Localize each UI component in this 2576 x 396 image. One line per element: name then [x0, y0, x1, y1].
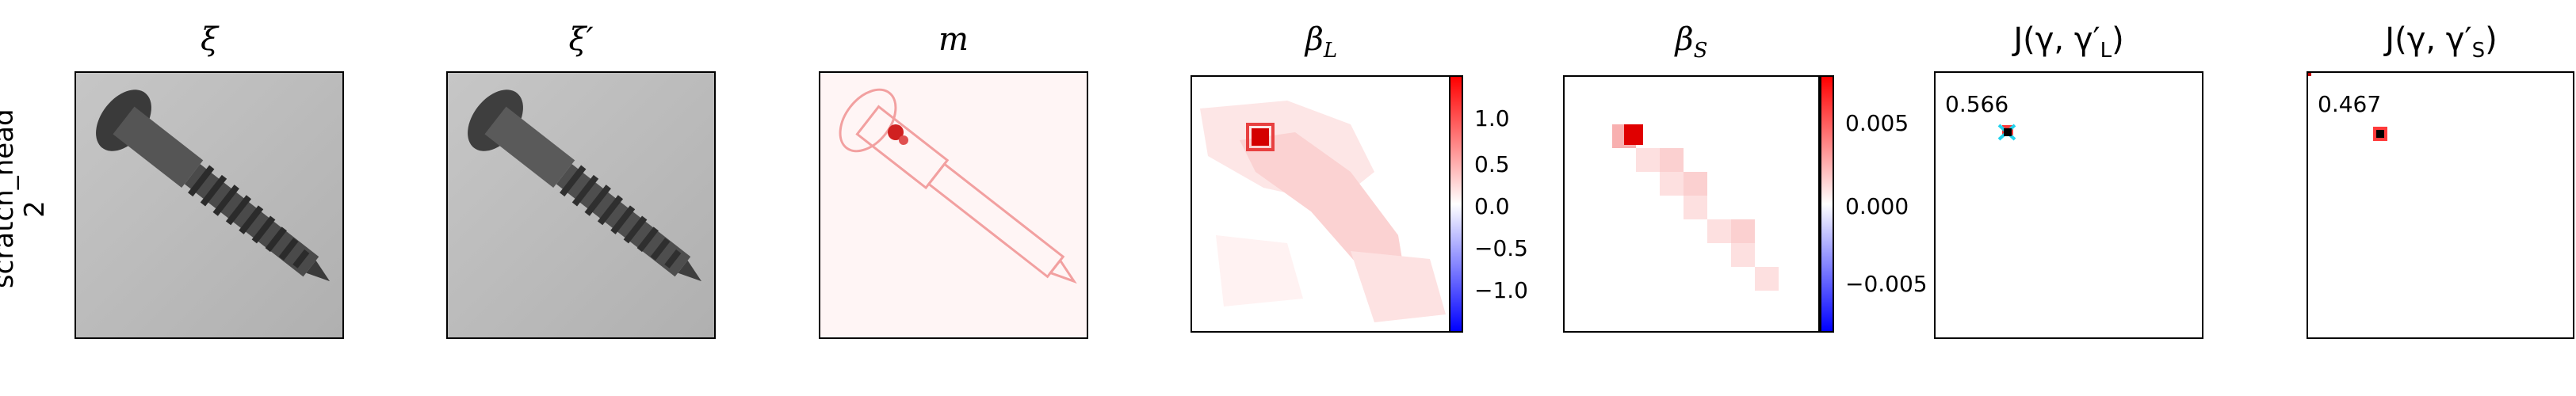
- panel-j-s-plot: 0.467: [2307, 71, 2574, 339]
- j-s-marker-cluster: [2373, 127, 2387, 141]
- beta-l-tick-2: 0.5: [1474, 151, 1510, 177]
- beta-s-colorbar: [1820, 75, 1834, 333]
- beta-s-heatmap: [1565, 77, 1818, 331]
- panel-j-l-plot: 0.566: [1934, 71, 2203, 339]
- j-s-markers: [2308, 73, 2387, 141]
- panel-beta-l-title: βL: [1191, 24, 1452, 61]
- j-l-title-end: ): [2112, 21, 2124, 58]
- beta-l-tick-5: −1.0: [1474, 277, 1528, 303]
- j-l-value: 0.566: [1945, 91, 2009, 117]
- beta-s-tick-3: −0.005: [1845, 271, 1928, 297]
- panel-m-title: m: [938, 21, 969, 58]
- panel-xi-title: ξ: [200, 21, 219, 58]
- panel-beta-s-map: [1563, 75, 1820, 333]
- beta-s-tick-1: 0.005: [1845, 110, 1909, 136]
- j-s-title-sub: S: [2471, 39, 2486, 63]
- j-l-marker-cluster: [1997, 124, 2016, 141]
- beta-l-colorbar: [1449, 75, 1463, 333]
- beta-l-tick-4: −0.5: [1474, 235, 1528, 261]
- beta-s-title-main: β: [1675, 21, 1694, 58]
- panel-xi-prime-image: [446, 71, 716, 339]
- row-label-index: 2: [19, 200, 51, 218]
- beta-l-tick-1: 1.0: [1474, 105, 1510, 131]
- row-label-name: scratch_head: [0, 109, 20, 289]
- beta-s-tick-2: 0.000: [1845, 193, 1909, 219]
- j-s-value: 0.467: [2318, 91, 2382, 117]
- mask-map: [820, 73, 1087, 337]
- beta-s-title-sub: S: [1693, 39, 1708, 63]
- j-s-title-end: ): [2485, 21, 2498, 58]
- beta-l-heatmap: [1192, 77, 1450, 331]
- panel-xi-prime-title: ξ′: [568, 21, 594, 58]
- row-label: scratch_head 2: [0, 109, 51, 289]
- screw-image-perturbed: [448, 73, 714, 337]
- j-l-title-main: J(γ, γ′: [2013, 21, 2100, 58]
- screw-image: [76, 73, 342, 337]
- j-s-title-main: J(γ, γ′: [2385, 21, 2472, 58]
- panel-xi-image: [75, 71, 344, 339]
- beta-l-tick-3: 0.0: [1474, 193, 1510, 219]
- panel-j-s-title: J(γ, γ′S): [2307, 24, 2576, 61]
- panel-j-l-title: J(γ, γ′L): [1934, 24, 2203, 61]
- j-l-title-sub: L: [2100, 39, 2112, 63]
- j-l-markers: [1997, 124, 2016, 141]
- beta-l-title-main: β: [1305, 21, 1324, 58]
- panel-beta-l-map: [1191, 75, 1452, 333]
- panel-beta-s-title: βS: [1563, 24, 1820, 61]
- beta-l-title-sub: L: [1323, 39, 1338, 63]
- panel-m-map: [819, 71, 1088, 339]
